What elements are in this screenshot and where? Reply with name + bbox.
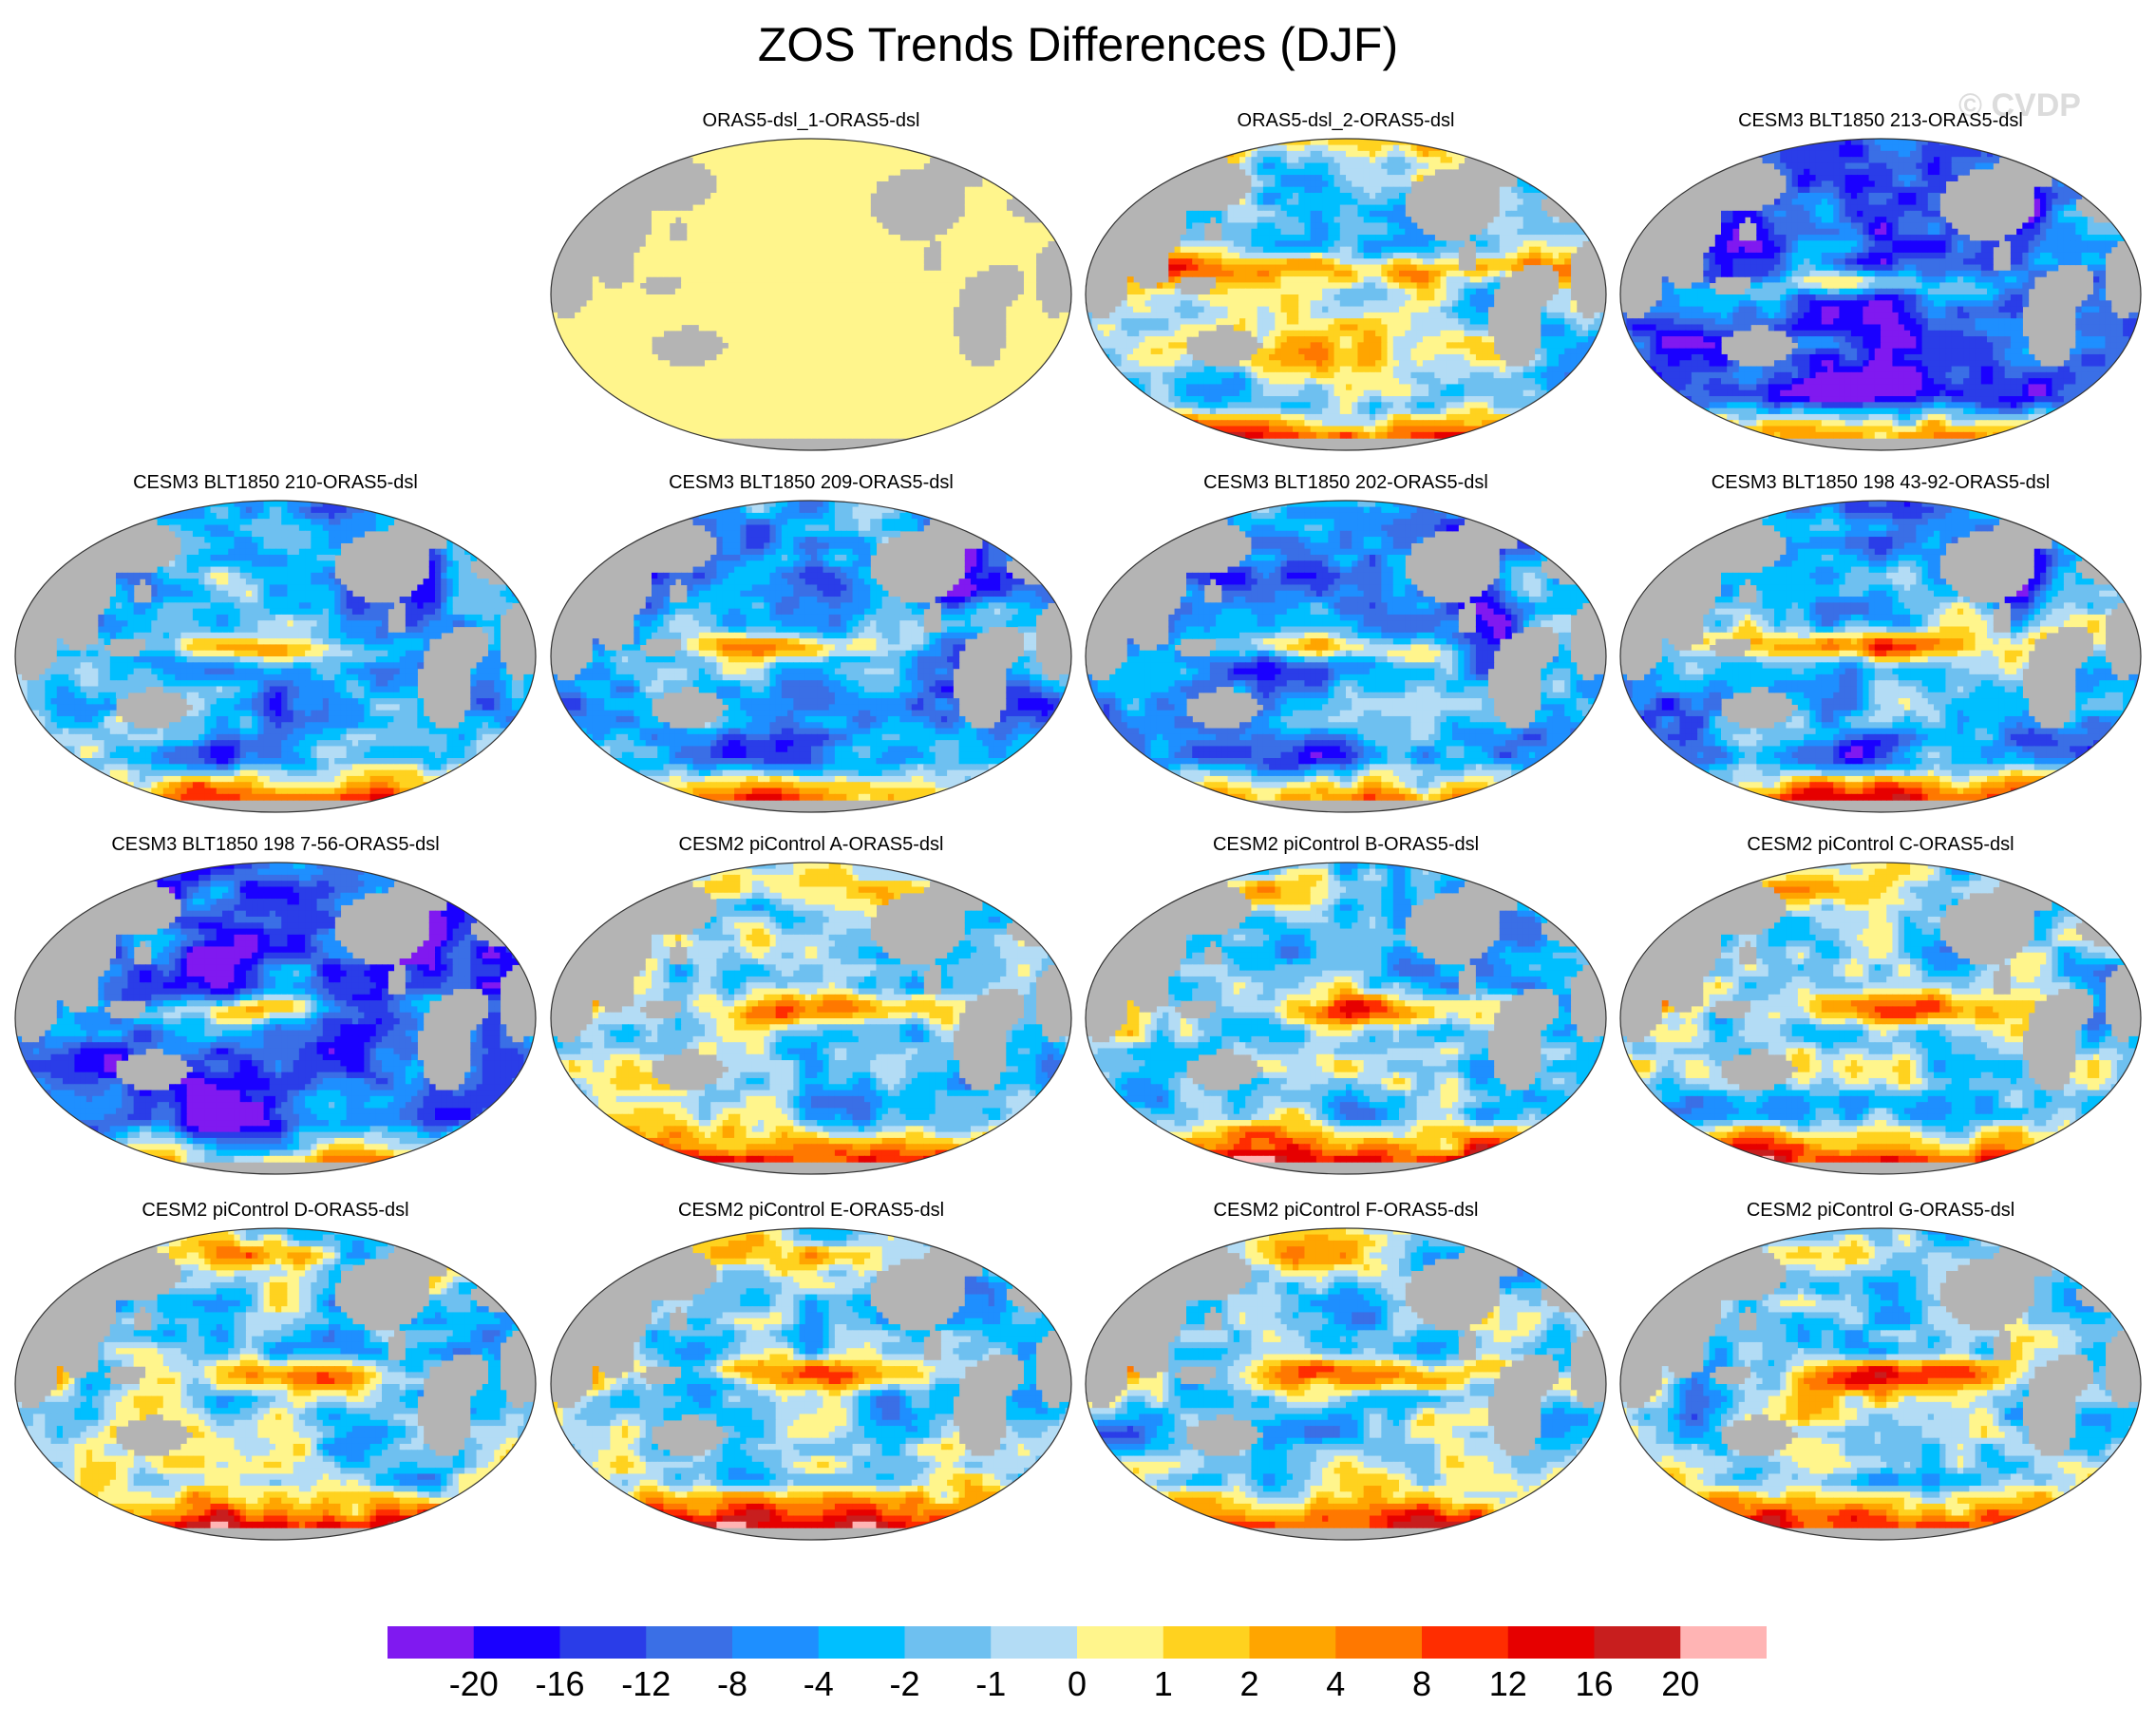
colorbar-labels: -20 -16 -12 -8 -4 -2 -1 0 1 2 4 8 12 16 20 [388,1664,1767,1712]
map-panel: CESM3 BLT1850 210-ORAS5-dsl [9,472,541,833]
world-map [14,500,537,813]
panel-title: CESM2 piControl F-ORAS5-dsl [1080,1200,1612,1222]
colorbar-box [646,1626,733,1659]
panel-title: CESM3 BLT1850 209-ORAS5-dsl [545,472,1077,494]
colorbar-tick-label: 8 [1412,1664,1431,1704]
map-panel: CESM2 piControl G-ORAS5-dsl [1615,1200,2147,1561]
panel-title: CESM2 piControl G-ORAS5-dsl [1615,1200,2147,1222]
panel-title: CESM3 BLT1850 198 43-92-ORAS5-dsl [1615,472,2147,494]
colorbar-tick-label: 0 [1068,1664,1087,1704]
colorbar-box [1422,1626,1509,1659]
world-map [1085,862,1607,1175]
colorbar-tick-label: -8 [717,1664,747,1704]
map-panel: CESM3 BLT1850 213-ORAS5-dsl [1615,110,2147,471]
colorbar-tick-label: 12 [1489,1664,1527,1704]
colorbar-box [559,1626,647,1659]
colorbar-box [388,1626,475,1659]
colorbar-tick-label: -4 [804,1664,834,1704]
world-map [1085,500,1607,813]
panel-title: ORAS5-dsl_2-ORAS5-dsl [1080,110,1612,132]
colorbar-tick-label: -16 [535,1664,584,1704]
map-outline [1085,500,1607,813]
map-panel: CESM2 piControl C-ORAS5-dsl [1615,834,2147,1195]
map-panel: CESM2 piControl F-ORAS5-dsl [1080,1200,1612,1561]
map-panel: CESM3 BLT1850 209-ORAS5-dsl [545,472,1077,833]
panel-title: CESM2 piControl A-ORAS5-dsl [545,834,1077,856]
colorbar-box [1163,1626,1250,1659]
panel-title: CESM2 piControl E-ORAS5-dsl [545,1200,1077,1222]
colorbar-tick-label: 16 [1575,1664,1613,1704]
map-outline [1619,500,2142,813]
colorbar-box [1077,1626,1164,1659]
panel-title: ORAS5-dsl_1-ORAS5-dsl [545,110,1077,132]
world-map [14,1227,537,1541]
colorbar-box [1594,1626,1681,1659]
world-map [14,862,537,1175]
map-outline [550,862,1072,1175]
world-map [1619,1227,2142,1541]
colorbar-box [904,1626,992,1659]
colorbar-tick-label: 20 [1661,1664,1699,1704]
world-map [550,862,1072,1175]
map-outline [1619,862,2142,1175]
map-outline [1619,1227,2142,1541]
panel-title: CESM3 BLT1850 198 7-56-ORAS5-dsl [9,834,541,856]
map-outline [1085,862,1607,1175]
colorbar-box [818,1626,905,1659]
map-outline [14,500,537,813]
map-panel: CESM3 BLT1850 198 43-92-ORAS5-dsl [1615,472,2147,833]
colorbar-tick-label: 2 [1239,1664,1258,1704]
panel-title: CESM3 BLT1850 213-ORAS5-dsl [1615,110,2147,132]
map-panel: CESM2 piControl A-ORAS5-dsl [545,834,1077,1195]
figure-title: ZOS Trends Differences (DJF) [0,17,2156,72]
colorbar-box [1249,1626,1336,1659]
map-outline [550,500,1072,813]
map-panel: ORAS5-dsl_1-ORAS5-dsl [545,110,1077,471]
colorbar-tick-label: 4 [1326,1664,1345,1704]
world-map [1619,138,2142,451]
map-panel: CESM2 piControl D-ORAS5-dsl [9,1200,541,1561]
cvdp-watermark: © CVDP [1958,87,2081,124]
map-outline [14,862,537,1175]
map-outline [14,1227,537,1541]
colorbar-box [1335,1626,1423,1659]
world-map [550,138,1072,451]
world-map [550,500,1072,813]
map-panel: CESM2 piControl E-ORAS5-dsl [545,1200,1077,1561]
panel-title: CESM3 BLT1850 210-ORAS5-dsl [9,472,541,494]
map-panel: CESM2 piControl B-ORAS5-dsl [1080,834,1612,1195]
colorbar-tick-label: 1 [1154,1664,1173,1704]
world-map [1619,500,2142,813]
map-panel: CESM3 BLT1850 202-ORAS5-dsl [1080,472,1612,833]
panel-title: CESM2 piControl D-ORAS5-dsl [9,1200,541,1222]
colorbar-tick-label: -12 [621,1664,671,1704]
world-map [1085,1227,1607,1541]
world-map [1619,862,2142,1175]
map-outline [550,138,1072,451]
map-outline [1085,138,1607,451]
colorbar-box [473,1626,560,1659]
colorbar-tick-label: -2 [889,1664,919,1704]
panel-title: CESM2 piControl C-ORAS5-dsl [1615,834,2147,856]
colorbar-tick-label: -1 [975,1664,1006,1704]
colorbar [388,1626,1767,1659]
colorbar-box [1507,1626,1595,1659]
map-outline [1085,1227,1607,1541]
world-map [550,1227,1072,1541]
world-map [1085,138,1607,451]
panel-title: CESM2 piControl B-ORAS5-dsl [1080,834,1612,856]
map-panel: ORAS5-dsl_2-ORAS5-dsl [1080,110,1612,471]
panel-title: CESM3 BLT1850 202-ORAS5-dsl [1080,472,1612,494]
map-panel: CESM3 BLT1850 198 7-56-ORAS5-dsl [9,834,541,1195]
colorbar-box [732,1626,820,1659]
colorbar-tick-label: -20 [449,1664,499,1704]
map-outline [1619,138,2142,451]
map-outline [550,1227,1072,1541]
colorbar-box [991,1626,1078,1659]
colorbar-box [1680,1626,1767,1659]
